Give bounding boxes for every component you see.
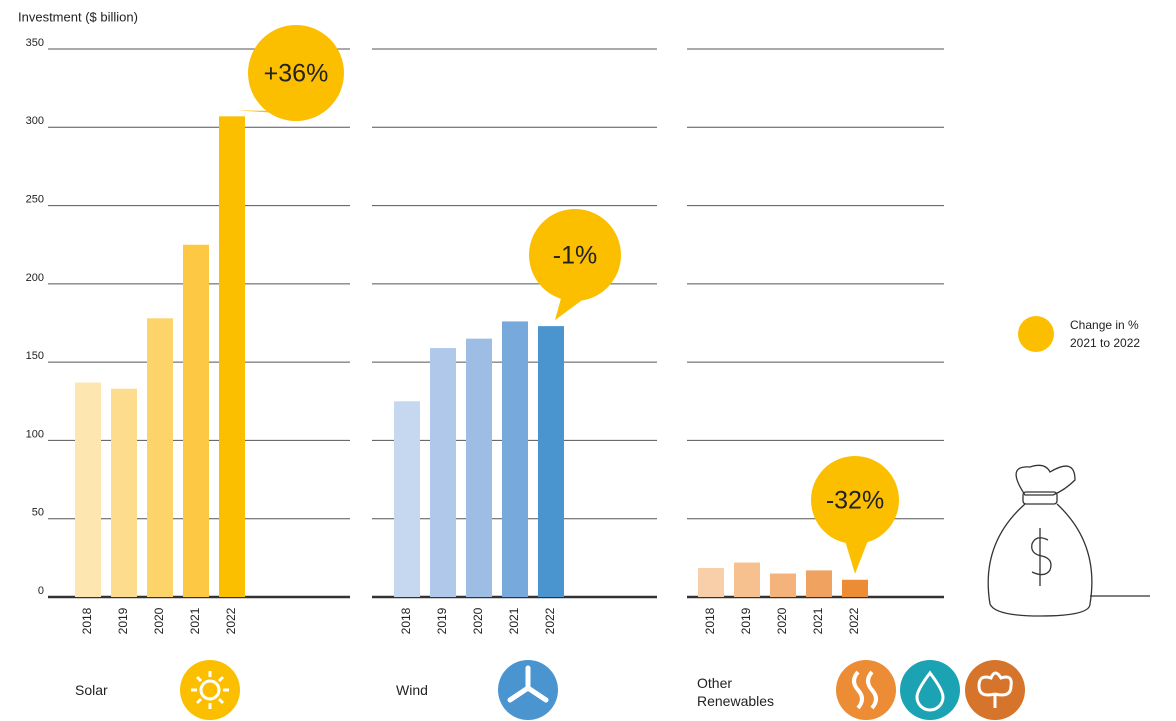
y-tick-label: 50 xyxy=(32,507,44,519)
panel-name-box: Solar xyxy=(75,674,160,718)
y-tick-label: 100 xyxy=(26,428,44,440)
panel-name: Solar xyxy=(75,674,160,699)
other-icons xyxy=(836,660,1025,720)
x-tick-label: 2022 xyxy=(847,607,861,634)
bar xyxy=(219,116,245,597)
change-bubble: -1% xyxy=(529,209,621,320)
bar xyxy=(75,382,101,597)
x-tick-label: 2018 xyxy=(80,607,94,634)
change-label: -32% xyxy=(826,487,884,515)
x-tick-label: 2018 xyxy=(399,607,413,634)
bar xyxy=(466,339,492,597)
panel-name-box: Other Renewables xyxy=(697,674,782,718)
y-axis-label: Investment ($ billion) xyxy=(18,9,138,24)
x-tick-label: 2018 xyxy=(703,607,717,634)
y-tick-label: 350 xyxy=(26,37,44,49)
x-tick-label: 2019 xyxy=(435,607,449,634)
x-tick-label: 2021 xyxy=(507,607,521,634)
x-tick-label: 2020 xyxy=(471,607,485,634)
bar xyxy=(394,401,420,597)
bar xyxy=(183,245,209,597)
change-bubble: +36% xyxy=(236,25,344,121)
change-bubble: -32% xyxy=(811,456,899,574)
bar xyxy=(734,563,760,597)
x-tick-label: 2020 xyxy=(152,607,166,634)
bar xyxy=(770,574,796,597)
solar-icon xyxy=(180,660,240,720)
y-tick-label: 0 xyxy=(38,585,44,597)
bubble-pointer xyxy=(843,534,869,574)
bar xyxy=(502,321,528,597)
legend-sublabel: 2021 to 2022 xyxy=(1070,336,1140,350)
x-tick-label: 2020 xyxy=(775,607,789,634)
y-tick-label: 300 xyxy=(26,115,44,127)
panel-name-box: Wind xyxy=(396,674,481,718)
x-tick-label: 2021 xyxy=(811,607,825,634)
x-tick-label: 2019 xyxy=(739,607,753,634)
wind-icon xyxy=(498,660,558,720)
panel-name: Wind xyxy=(396,674,481,699)
x-tick-label: 2019 xyxy=(116,607,130,634)
panel-name: Other Renewables xyxy=(697,674,782,710)
y-tick-label: 150 xyxy=(26,350,44,362)
bar xyxy=(698,568,724,597)
legend-marker xyxy=(1018,316,1054,352)
y-tick-label: 200 xyxy=(26,272,44,284)
legend-label: Change in % xyxy=(1070,318,1139,332)
y-tick-label: 250 xyxy=(26,193,44,205)
bar xyxy=(430,348,456,597)
page: {"chart_data":{"type":"bar","y_label":"I… xyxy=(0,0,1176,721)
change-label: +36% xyxy=(264,60,329,88)
bar xyxy=(538,326,564,597)
x-tick-label: 2021 xyxy=(188,607,202,634)
bar xyxy=(806,570,832,597)
x-tick-label: 2022 xyxy=(224,607,238,634)
change-label: -1% xyxy=(553,242,597,270)
bar xyxy=(111,389,137,597)
bar xyxy=(842,580,868,597)
x-tick-label: 2022 xyxy=(543,607,557,634)
bar xyxy=(147,318,173,597)
money-bag xyxy=(988,465,1150,616)
chart: Investment ($ billion) 0 50 100 150 200 250 30… xyxy=(0,0,1176,721)
